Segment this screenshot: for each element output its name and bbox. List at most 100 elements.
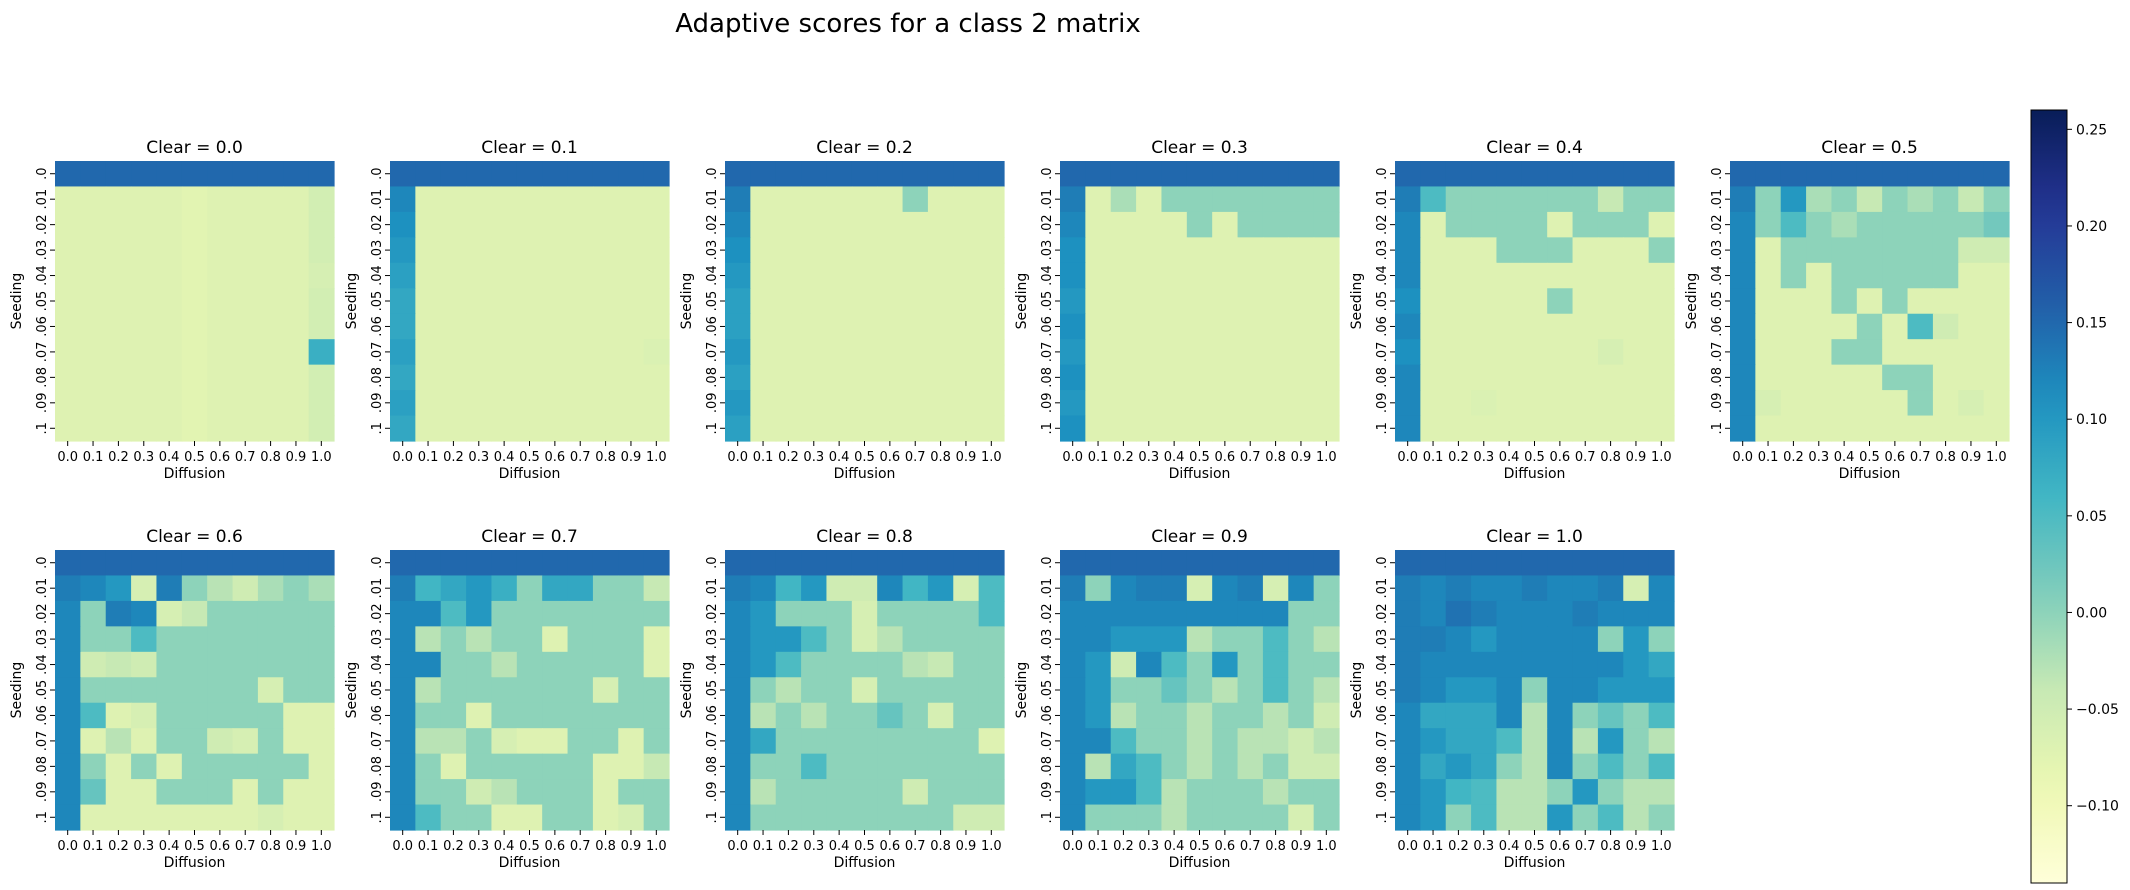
x-tick-label: 0.8 [930,450,951,465]
heatmap-cell [902,339,929,366]
heatmap-cell [1136,186,1163,213]
heatmap-cell [491,728,518,755]
panel-title: Clear = 0.9 [1151,527,1248,547]
heatmap-cell [1060,575,1086,602]
heatmap-cell [1237,186,1264,213]
heatmap-cell [1085,390,1112,417]
heatmap-cell [491,262,518,289]
heatmap-cell [775,161,802,188]
heatmap-cell [516,779,543,806]
heatmap-cell [725,390,751,417]
heatmap-cell [1420,262,1447,289]
heatmap-cell [1597,600,1624,627]
heatmap-cell [1395,390,1421,417]
y-tick-label: .06 [705,705,720,726]
heatmap-cell [1648,550,1675,577]
heatmap-cell [851,651,878,678]
heatmap-panel: Clear = 0.40.0 0.1 0.2 0.3 0.4 0.5 0.6 0.7 0.8 0.… [1349,138,1675,482]
heatmap-cell [131,211,158,238]
heatmap-cell [466,677,493,704]
heatmap-cell [542,161,569,188]
heatmap-cell [390,728,416,755]
heatmap-cell [1288,161,1315,188]
y-tick-label: .06 [370,705,385,726]
heatmap-cell [851,575,878,602]
heatmap-cell [1648,753,1675,780]
heatmap-cell [851,161,878,188]
heatmap-cell [207,804,234,831]
heatmap-cell [877,626,904,653]
x-tick-label: 0.1 [1758,450,1779,465]
heatmap-cell [415,415,442,442]
heatmap-cell [1958,415,1985,442]
heatmap-cell [1648,415,1675,442]
heatmap-cell [877,211,904,238]
heatmap-cell [750,288,777,315]
heatmap-cell [1648,804,1675,831]
heatmap-cell [1831,339,1858,366]
heatmap-cell [1856,339,1883,366]
heatmap-cell [801,728,828,755]
heatmap-cell [978,728,1005,755]
heatmap-cell [1161,728,1188,755]
heatmap-cell [1186,211,1213,238]
x-tick-label: 0.9 [1626,450,1647,465]
heatmap-cell [80,753,107,780]
heatmap-cell [1212,237,1239,264]
heatmap-cell [257,626,284,653]
heatmap-cell [207,753,234,780]
y-tick-label: .02 [1375,214,1390,235]
heatmap-cell [105,339,132,366]
heatmap-cell [1471,339,1498,366]
heatmap-cell [131,677,158,704]
heatmap-cell [156,339,183,366]
x-tick-label: 0.5 [1189,450,1210,465]
heatmap-cell [1547,390,1574,417]
heatmap-cell [1496,550,1523,577]
heatmap-cell [131,390,158,417]
heatmap-cell [1313,600,1340,627]
heatmap-cell [1547,779,1574,806]
x-tick-label: 0.0 [392,839,413,854]
heatmap-cell [1623,339,1650,366]
y-tick-label: .05 [1375,291,1390,312]
heatmap-cell [257,651,284,678]
y-tick-label: .05 [35,291,50,312]
heatmap-cell [978,753,1005,780]
heatmap-cell [1110,575,1137,602]
heatmap-cell [516,339,543,366]
heatmap-cell [1806,364,1833,391]
heatmap-cell [415,753,442,780]
heatmap-cell [390,288,416,315]
y-tick-label: .05 [370,680,385,701]
x-tick-label: 0.1 [753,450,774,465]
heatmap-cell [592,677,619,704]
heatmap-cell [567,753,594,780]
heatmap-cell [283,702,310,729]
heatmap-cell [1420,753,1447,780]
heatmap-cell [725,211,751,238]
heatmap-cell [643,186,670,213]
heatmap-cell [1521,364,1548,391]
heatmap-cell [750,753,777,780]
heatmap-cell [592,550,619,577]
x-tick-label: 1.0 [1651,450,1672,465]
heatmap-cell [851,211,878,238]
heatmap-cell [156,702,183,729]
heatmap-cell [1161,339,1188,366]
heatmap-cell [257,677,284,704]
heatmap-cell [902,415,929,442]
heatmap-cell [491,804,518,831]
heatmap-cell [466,702,493,729]
y-tick-label: .05 [370,291,385,312]
heatmap-cell [953,677,980,704]
heatmap-cell [1623,211,1650,238]
heatmap-cell [775,702,802,729]
heatmap-cell [1648,211,1675,238]
heatmap-cell [1958,211,1985,238]
x-tick-label: 0.0 [1732,450,1753,465]
y-tick-label: .0 [1375,168,1390,180]
heatmap-cell [283,677,310,704]
heatmap-cell [1597,161,1624,188]
y-tick-label: .03 [370,629,385,650]
